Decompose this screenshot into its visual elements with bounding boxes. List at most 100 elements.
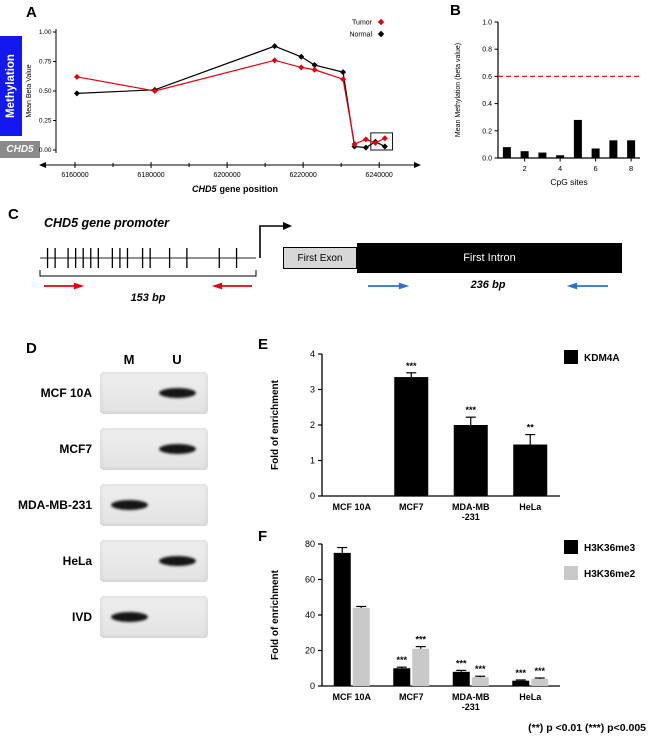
gel-image-ivd: [100, 596, 208, 638]
svg-text:Mean Beta Value: Mean Beta Value: [26, 64, 33, 117]
gel-band-u-lane: [159, 444, 196, 454]
chd5-track-tab: CHD5: [0, 141, 40, 158]
svg-text:***: ***: [465, 405, 476, 415]
svg-text:8: 8: [629, 164, 633, 173]
panel-d-label: D: [26, 340, 37, 357]
gel-image-mda-mb-231: [100, 484, 208, 526]
svg-text:6200000: 6200000: [213, 172, 240, 179]
svg-text:1.0: 1.0: [482, 20, 492, 27]
lane-header-u: U: [172, 352, 182, 367]
significance-footnote: (**) p <0.01 (***) p<0.005: [528, 722, 646, 734]
svg-text:Normal: Normal: [349, 32, 372, 39]
promoter-amplicon-size: 153 bp: [130, 292, 166, 304]
svg-text:H3K36me3: H3K36me3: [584, 543, 636, 554]
svg-text:60: 60: [305, 575, 315, 585]
svg-text:KDM4A: KDM4A: [584, 353, 620, 364]
svg-text:MCF 10A: MCF 10A: [332, 692, 371, 702]
gel-row-label: MDA-MB-231: [17, 498, 92, 512]
gel-band-u-lane: [159, 556, 196, 566]
gel-band-u-lane: [159, 388, 196, 398]
svg-text:MCF7: MCF7: [399, 502, 424, 512]
panel-f-label: F: [258, 528, 268, 545]
svg-text:6240000: 6240000: [366, 172, 393, 179]
svg-text:-231: -231: [462, 512, 480, 522]
svg-text:**: **: [527, 423, 535, 433]
panel-b-label: B: [450, 2, 461, 19]
svg-text:4: 4: [310, 349, 315, 359]
svg-text:***: ***: [456, 658, 467, 668]
h3k36-chip-bar-chart: 0 20 40 60 80 Fold of enrichment MCF 10A MCF7 **…: [270, 539, 636, 712]
svg-text:***: ***: [515, 668, 526, 678]
svg-text:2: 2: [523, 164, 527, 173]
methylation-line-chart: 0.00 0.25 0.50 0.75 1.00 Mean Beta Value 61600…: [26, 18, 421, 179]
svg-text:4: 4: [558, 164, 562, 173]
gel-image-mcf7: [100, 428, 208, 470]
chart-a-xlabel-rest: gene position: [219, 184, 279, 194]
svg-text:40: 40: [305, 610, 315, 620]
svg-text:HeLa: HeLa: [519, 692, 542, 702]
svg-text:1: 1: [310, 456, 315, 466]
first-exon-box: First Exon: [283, 247, 357, 269]
gel-image-mcf-10a: [100, 372, 208, 414]
svg-text:Fold of enrichment: Fold of enrichment: [270, 569, 281, 660]
svg-text:MDA-MB: MDA-MB: [452, 692, 490, 702]
chart-a-xlabel-gene: CHD5: [191, 184, 217, 194]
svg-text:0.2: 0.2: [482, 128, 492, 135]
first-intron-box: First Intron: [357, 243, 622, 273]
svg-text:6: 6: [594, 164, 598, 173]
svg-text:***: ***: [406, 361, 417, 371]
svg-text:0.00: 0.00: [39, 147, 52, 154]
panel-c-label: C: [8, 206, 19, 223]
gene-diagram: [39, 222, 608, 290]
chart-a-xlabel: CHD5 gene position: [90, 184, 380, 194]
svg-text:0.50: 0.50: [39, 88, 52, 95]
svg-text:3: 3: [310, 385, 315, 395]
svg-text:Fold of enrichment: Fold of enrichment: [270, 379, 281, 470]
gel-row-label: HeLa: [62, 554, 92, 568]
svg-text:20: 20: [305, 646, 315, 656]
methylation-track-label: Methylation: [5, 54, 18, 118]
svg-text:Tumor: Tumor: [352, 20, 373, 27]
panel-e-label: E: [258, 336, 269, 353]
gel-image-hela: [100, 540, 208, 582]
svg-text:80: 80: [305, 539, 315, 549]
methylation-track-tab: Methylation: [0, 36, 22, 136]
svg-text:1.00: 1.00: [39, 29, 52, 36]
gel-band-m-lane: [111, 500, 148, 510]
svg-text:***: ***: [475, 664, 486, 674]
svg-text:Mean Methylation (beta value): Mean Methylation (beta value): [455, 43, 462, 137]
svg-text:6160000: 6160000: [61, 172, 88, 179]
gel-row-label: MCF7: [59, 442, 92, 456]
gel-band-m-lane: [111, 612, 148, 622]
svg-text:H3K36me2: H3K36me2: [584, 569, 636, 580]
svg-text:2: 2: [310, 420, 315, 430]
svg-text:MCF 10A: MCF 10A: [332, 502, 371, 512]
svg-text:MDA-MB: MDA-MB: [452, 502, 490, 512]
svg-text:***: ***: [534, 666, 545, 676]
svg-text:HeLa: HeLa: [519, 502, 542, 512]
svg-text:CpG sites: CpG sites: [550, 177, 587, 187]
svg-text:0.25: 0.25: [39, 118, 52, 125]
lane-header-m: M: [123, 352, 135, 367]
kdm4a-chip-bar-chart: 0 1 2 3 4 Fold of enrichment MCF 10A MCF7 *** MDA…: [270, 349, 620, 522]
svg-text:0: 0: [310, 681, 315, 691]
intron-amplicon-size: 236 bp: [470, 279, 506, 291]
gel-row-label: MCF 10A: [40, 386, 92, 400]
cpg-methylation-bar-chart: 0.0 0.2 0.4 0.6 0.8 1.0 Mean Methylation (beta…: [455, 20, 640, 187]
gel-row-label: IVD: [71, 610, 92, 624]
svg-text:0.8: 0.8: [482, 47, 492, 54]
svg-text:0.0: 0.0: [482, 156, 492, 163]
svg-text:-231: -231: [462, 702, 480, 712]
svg-text:MCF7: MCF7: [399, 692, 424, 702]
svg-text:0.4: 0.4: [482, 101, 492, 108]
svg-text:0.6: 0.6: [482, 74, 492, 81]
panel-a-label: A: [26, 4, 37, 21]
svg-text:6180000: 6180000: [137, 172, 164, 179]
svg-text:0: 0: [310, 491, 315, 501]
svg-text:6220000: 6220000: [290, 172, 317, 179]
svg-text:***: ***: [415, 635, 426, 645]
svg-text:***: ***: [396, 655, 407, 665]
promoter-title: CHD5 gene promoter: [44, 216, 170, 230]
svg-text:0.75: 0.75: [39, 59, 52, 66]
